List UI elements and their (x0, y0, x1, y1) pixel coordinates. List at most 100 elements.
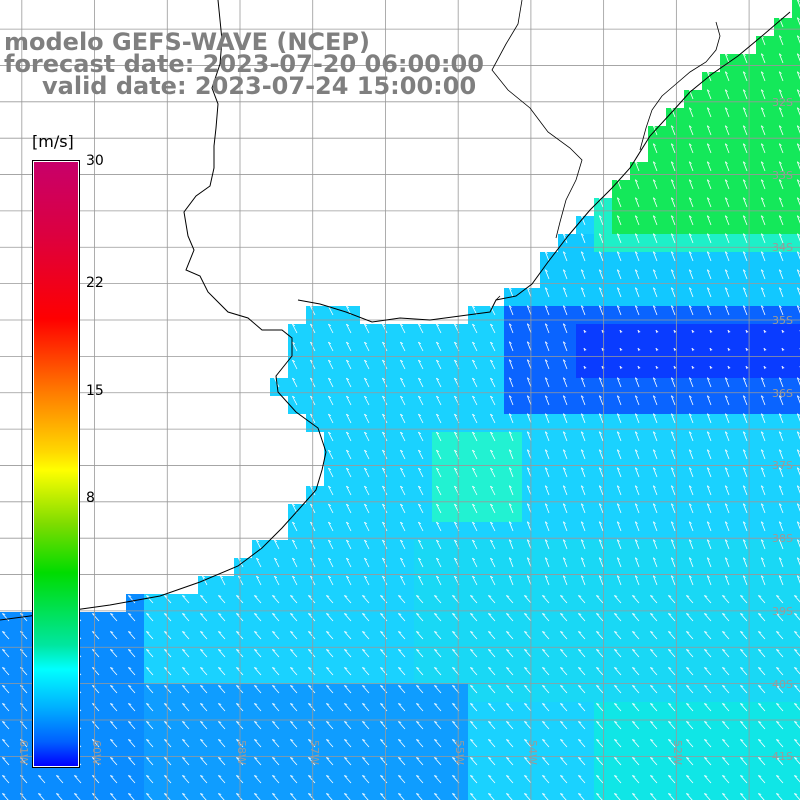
wave-vector-head (797, 107, 800, 110)
wave-vector (614, 649, 622, 658)
wave-vector (544, 431, 550, 442)
wave-vector-head (563, 341, 566, 344)
wave-vector-head (761, 107, 764, 110)
wave-vector-head (743, 251, 746, 254)
field-cell (792, 594, 800, 612)
wave-vector-head (560, 667, 564, 669)
wave-vector (778, 53, 784, 64)
wave-vector (490, 503, 496, 514)
wave-vector (254, 739, 262, 748)
wave-vector (326, 685, 334, 694)
wave-vector-head (671, 269, 674, 272)
wave-vector-head (761, 215, 764, 218)
wave-vector (526, 557, 532, 568)
wave-vector (580, 503, 586, 514)
wave-vector (724, 269, 730, 280)
wave-vector (254, 613, 262, 622)
wave-vector (776, 739, 784, 748)
wave-vector (598, 503, 604, 514)
wave-vector (400, 467, 406, 478)
wave-vector (724, 485, 730, 496)
wave-vector-head (2, 631, 6, 633)
wave-vector-head (452, 757, 456, 759)
field-cell (792, 738, 800, 756)
wave-vector (776, 703, 784, 712)
wave-vector-head (776, 757, 780, 759)
wave-vector-head (545, 449, 548, 452)
wave-vector-head (635, 179, 638, 182)
wave-vector (526, 323, 532, 334)
wave-vector-head (596, 613, 600, 615)
wave-vector-head (619, 329, 623, 333)
wave-vector (218, 685, 226, 694)
wave-vector-head (779, 377, 782, 380)
wave-vector (526, 503, 532, 514)
wave-vector-head (779, 53, 782, 56)
wave-vector-head (398, 739, 402, 741)
wave-vector (580, 575, 586, 586)
wave-vector (706, 503, 712, 514)
wave-vector (562, 413, 568, 424)
wave-vector (128, 595, 136, 604)
wave-vector (220, 575, 226, 586)
wave-vector-head (578, 631, 582, 633)
wave-vector (760, 125, 766, 136)
wave-vector-head (362, 595, 366, 597)
wave-vector-head (653, 251, 656, 254)
wave-vector (290, 703, 298, 712)
wave-vector-head (797, 539, 800, 542)
wave-vector (508, 485, 514, 496)
wave-vector (472, 359, 478, 370)
wave-vector-head (398, 793, 402, 795)
wave-vector (364, 575, 370, 586)
wave-vector-head (779, 161, 782, 164)
wave-vector (182, 757, 190, 766)
wave-vector-head (689, 305, 692, 308)
wave-vector (742, 377, 748, 388)
wave-vector (580, 557, 586, 568)
wave-vector-head (527, 377, 530, 380)
wave-vector (362, 775, 370, 784)
wave-vector-head (454, 449, 458, 453)
wave-vector (562, 557, 568, 568)
field-cell (774, 792, 792, 800)
wave-vector (652, 233, 658, 244)
wave-vector-head (727, 365, 731, 369)
wave-vector (346, 413, 352, 424)
wave-vector (796, 125, 800, 134)
wave-vector-head (689, 125, 692, 128)
wave-vector (328, 521, 334, 532)
field-cell (792, 540, 800, 558)
wave-vector (578, 685, 586, 694)
wave-vector-head (346, 395, 350, 399)
wave-vector (434, 757, 442, 766)
field-cell (792, 162, 800, 180)
wave-vector-head (146, 757, 150, 759)
wave-vector-head (524, 649, 528, 651)
wave-vector-head (797, 53, 800, 56)
wave-vector-head (632, 595, 636, 597)
wave-vector-head (236, 739, 240, 741)
wave-vector-head (272, 721, 276, 723)
wave-vector (778, 89, 784, 100)
wave-vector (706, 395, 712, 406)
wave-vector (542, 613, 550, 622)
wave-vector (524, 649, 532, 658)
wave-vector (778, 557, 784, 568)
wave-vector-head (704, 757, 708, 759)
wave-vector (760, 503, 766, 514)
wave-vector-head (454, 575, 458, 579)
wave-vector-head (779, 143, 782, 146)
wave-vector-head (524, 667, 528, 669)
wave-vector-head (308, 721, 312, 723)
wave-vector-head (434, 793, 438, 795)
wave-vector (686, 649, 694, 658)
wave-vector-head (488, 721, 492, 723)
wave-vector-head (740, 595, 744, 597)
wave-vector-head (527, 287, 530, 290)
wave-vector-head (308, 685, 312, 687)
wave-vector (688, 125, 694, 136)
wave-vector-head (434, 649, 438, 651)
wave-vector (382, 467, 388, 478)
wave-vector (200, 721, 208, 730)
